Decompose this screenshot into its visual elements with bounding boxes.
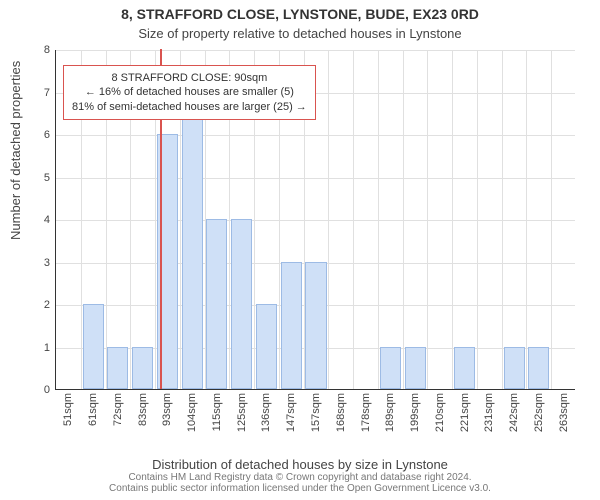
- histogram-bar: [83, 304, 104, 389]
- annotation-line-3: 81% of semi-detached houses are larger (…: [72, 100, 307, 114]
- x-tick: 178sqm: [360, 393, 372, 432]
- x-tick: 51sqm: [62, 393, 74, 426]
- chart-container: 8, STRAFFORD CLOSE, LYNSTONE, BUDE, EX23…: [0, 0, 600, 500]
- x-tick: 263sqm: [558, 393, 570, 432]
- x-tick: 199sqm: [409, 393, 421, 432]
- y-axis-label: Number of detached properties: [8, 61, 23, 240]
- x-tick: 252sqm: [533, 393, 545, 432]
- x-tick: 168sqm: [335, 393, 347, 432]
- x-tick: 93sqm: [161, 393, 173, 426]
- histogram-bar: [107, 347, 128, 390]
- annotation-box: 8 STRAFFORD CLOSE: 90sqm ← 16% of detach…: [63, 65, 316, 120]
- x-tick: 147sqm: [285, 393, 297, 432]
- x-tick: 242sqm: [508, 393, 520, 432]
- x-tick: 115sqm: [211, 393, 223, 431]
- y-tick: 0: [44, 384, 50, 396]
- x-tick: 61sqm: [87, 393, 99, 426]
- histogram-bar: [256, 304, 277, 389]
- x-tick: 125sqm: [236, 393, 248, 432]
- caption-line-2: Contains public sector information licen…: [109, 483, 491, 494]
- annotation-line-1: 8 STRAFFORD CLOSE: 90sqm: [72, 71, 307, 85]
- x-tick: 72sqm: [112, 393, 124, 426]
- x-axis-label: Distribution of detached houses by size …: [0, 457, 600, 472]
- histogram-bar: [454, 347, 475, 390]
- x-tick: 221sqm: [459, 393, 471, 432]
- histogram-bar: [504, 347, 525, 390]
- x-tick: 83sqm: [137, 393, 149, 426]
- histogram-bar: [305, 262, 326, 390]
- x-tick: 136sqm: [260, 393, 272, 432]
- y-tick: 3: [44, 257, 50, 269]
- x-tick: 104sqm: [186, 393, 198, 432]
- caption: Contains HM Land Registry data © Crown c…: [0, 472, 600, 494]
- histogram-bar: [281, 262, 302, 390]
- y-tick: 7: [44, 87, 50, 99]
- x-tick: 231sqm: [483, 393, 495, 432]
- histogram-bar: [405, 347, 426, 390]
- y-tick: 8: [44, 44, 50, 56]
- histogram-bar: [231, 219, 252, 389]
- histogram-bar: [132, 347, 153, 390]
- annotation-line-2: ← 16% of detached houses are smaller (5): [72, 85, 307, 99]
- y-tick: 2: [44, 299, 50, 311]
- chart-title: 8, STRAFFORD CLOSE, LYNSTONE, BUDE, EX23…: [0, 6, 600, 22]
- histogram-bar: [206, 219, 227, 389]
- histogram-bar: [182, 92, 203, 390]
- y-tick: 1: [44, 342, 50, 354]
- x-tick: 157sqm: [310, 393, 322, 432]
- y-tick: 4: [44, 214, 50, 226]
- histogram-bar: [380, 347, 401, 390]
- y-tick: 5: [44, 172, 50, 184]
- x-tick: 189sqm: [384, 393, 396, 432]
- histogram-bar: [528, 347, 549, 390]
- x-tick: 210sqm: [434, 393, 446, 432]
- y-tick: 6: [44, 129, 50, 141]
- chart-subtitle: Size of property relative to detached ho…: [0, 26, 600, 41]
- caption-line-1: Contains HM Land Registry data © Crown c…: [128, 472, 471, 483]
